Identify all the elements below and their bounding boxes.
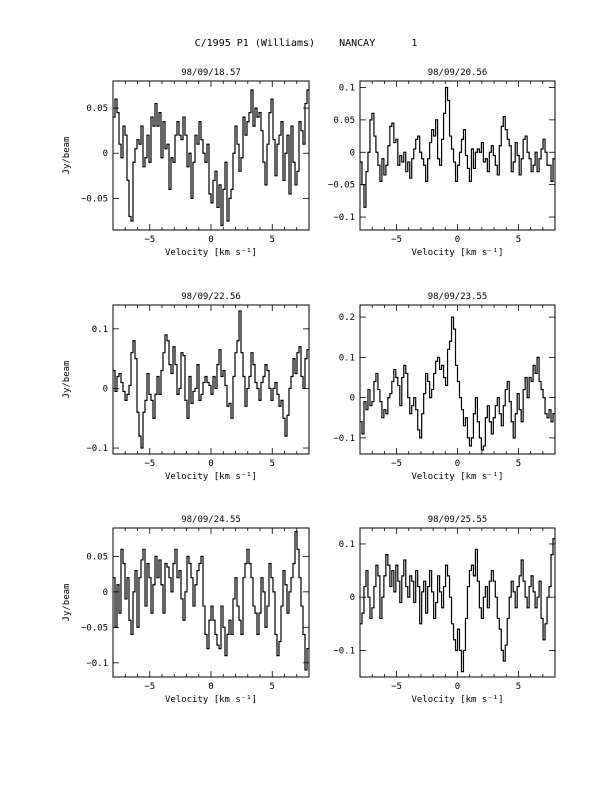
y-axis-label: Jy/beam [62, 361, 72, 399]
y-tick-label: −0.1 [333, 213, 355, 223]
x-tick-label: 0 [455, 235, 460, 245]
panel-title: 98/09/20.56 [428, 68, 488, 78]
spectrum-series-line [360, 86, 555, 208]
spectrum-series-line [360, 538, 555, 673]
panel-title: 98/09/24.55 [181, 515, 241, 525]
panel-title: 98/09/18.57 [181, 68, 241, 78]
x-axis-label: Velocity [km s⁻¹] [411, 248, 503, 258]
y-tick-label: −0.1 [333, 646, 355, 656]
y-tick-label: −0.1 [86, 444, 108, 454]
y-axis-label: Jy/beam [62, 137, 72, 175]
spectrum-series-line [113, 89, 309, 227]
x-axis-label: Velocity [km s⁻¹] [411, 472, 503, 482]
x-tick-label: 5 [270, 682, 275, 692]
y-tick-label: 0 [103, 149, 108, 159]
y-tick-label: 0 [350, 394, 355, 404]
x-tick-label: −5 [391, 682, 402, 692]
x-tick-label: −5 [391, 459, 402, 469]
y-tick-label: 0 [350, 593, 355, 603]
chart-panel-6: 98/09/25.55 −5 0 5 0.1 0 −0.1 Velocity [km s⁻¹] [333, 515, 556, 705]
x-tick-label: 5 [516, 459, 521, 469]
x-axis-label: Velocity [km s⁻¹] [165, 248, 257, 258]
x-tick-label: −5 [144, 682, 155, 692]
x-tick-label: 5 [516, 682, 521, 692]
y-tick-label: 0.05 [86, 552, 108, 562]
y-tick-label: 0.1 [92, 325, 108, 335]
panel-title: 98/09/22.56 [181, 292, 241, 302]
y-tick-label: 0 [103, 588, 108, 598]
chart-panel-4: 98/09/23.55 −5 0 5 0.2 0.1 0 −0.1 Velocity [km s… [333, 292, 556, 482]
y-tick-label: 0.05 [333, 116, 355, 126]
x-tick-label: −5 [144, 235, 155, 245]
x-axis-label: Velocity [km s⁻¹] [165, 472, 257, 482]
x-axis-label: Velocity [km s⁻¹] [165, 695, 257, 705]
y-tick-label: −0.1 [86, 659, 108, 669]
plot-frame [359, 527, 556, 678]
y-tick-label: −0.05 [81, 194, 108, 204]
x-tick-label: 0 [208, 682, 213, 692]
y-tick-label: −0.05 [328, 181, 355, 191]
y-tick-label: 0 [103, 384, 108, 394]
figure-title: C/1995 P1 (Williams) NANCAY 1 [194, 38, 418, 49]
x-tick-label: −5 [144, 459, 155, 469]
y-tick-label: 0.05 [86, 104, 108, 114]
spectrum-series-line [113, 530, 309, 671]
chart-panel-1: 98/09/18.57 −5 0 5 0.05 0 −0.05 Velocity [km s⁻… [62, 68, 310, 258]
y-tick-label: −0.05 [81, 623, 108, 633]
y-tick-label: 0.1 [339, 83, 355, 93]
x-axis-label: Velocity [km s⁻¹] [411, 695, 503, 705]
x-tick-label: 0 [455, 459, 460, 469]
y-axis-label: Jy/beam [62, 584, 72, 622]
y-tick-label: 0.2 [339, 313, 355, 323]
x-tick-label: −5 [391, 235, 402, 245]
y-tick-label: −0.1 [333, 434, 355, 444]
panel-title: 98/09/23.55 [428, 292, 488, 302]
x-tick-label: 0 [208, 459, 213, 469]
plot-frame [359, 80, 556, 231]
panel-title: 98/09/25.55 [428, 515, 488, 525]
y-tick-label: 0 [350, 148, 355, 158]
x-tick-label: 0 [455, 682, 460, 692]
x-tick-label: 0 [208, 235, 213, 245]
chart-panel-2: 98/09/20.56 −5 0 5 0.1 0.05 0 −0.05 −0.1 Velocity… [328, 68, 556, 258]
x-tick-label: 5 [270, 459, 275, 469]
y-tick-label: 0.1 [339, 353, 355, 363]
spectrum-series-line [360, 316, 555, 451]
x-tick-label: 5 [516, 235, 521, 245]
x-tick-label: 5 [270, 235, 275, 245]
chart-panel-5: 98/09/24.55 −5 0 5 0.05 0 −0.05 −0.1 Velocity [k… [62, 515, 310, 705]
spectrum-series-line [113, 310, 309, 449]
y-tick-label: 0.1 [339, 540, 355, 550]
chart-panel-3: 98/09/22.56 −5 0 5 0.1 0 −0.1 Velocity [km s⁻¹]… [62, 292, 310, 482]
